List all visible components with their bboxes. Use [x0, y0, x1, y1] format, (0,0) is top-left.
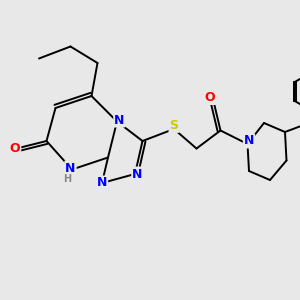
Text: O: O [10, 142, 20, 155]
Text: N: N [244, 134, 254, 148]
Text: N: N [132, 167, 142, 181]
Text: N: N [114, 113, 124, 127]
Text: O: O [205, 91, 215, 104]
Text: N: N [65, 161, 76, 175]
Text: S: S [169, 119, 178, 132]
Text: H: H [63, 173, 72, 184]
Text: N: N [97, 176, 107, 190]
